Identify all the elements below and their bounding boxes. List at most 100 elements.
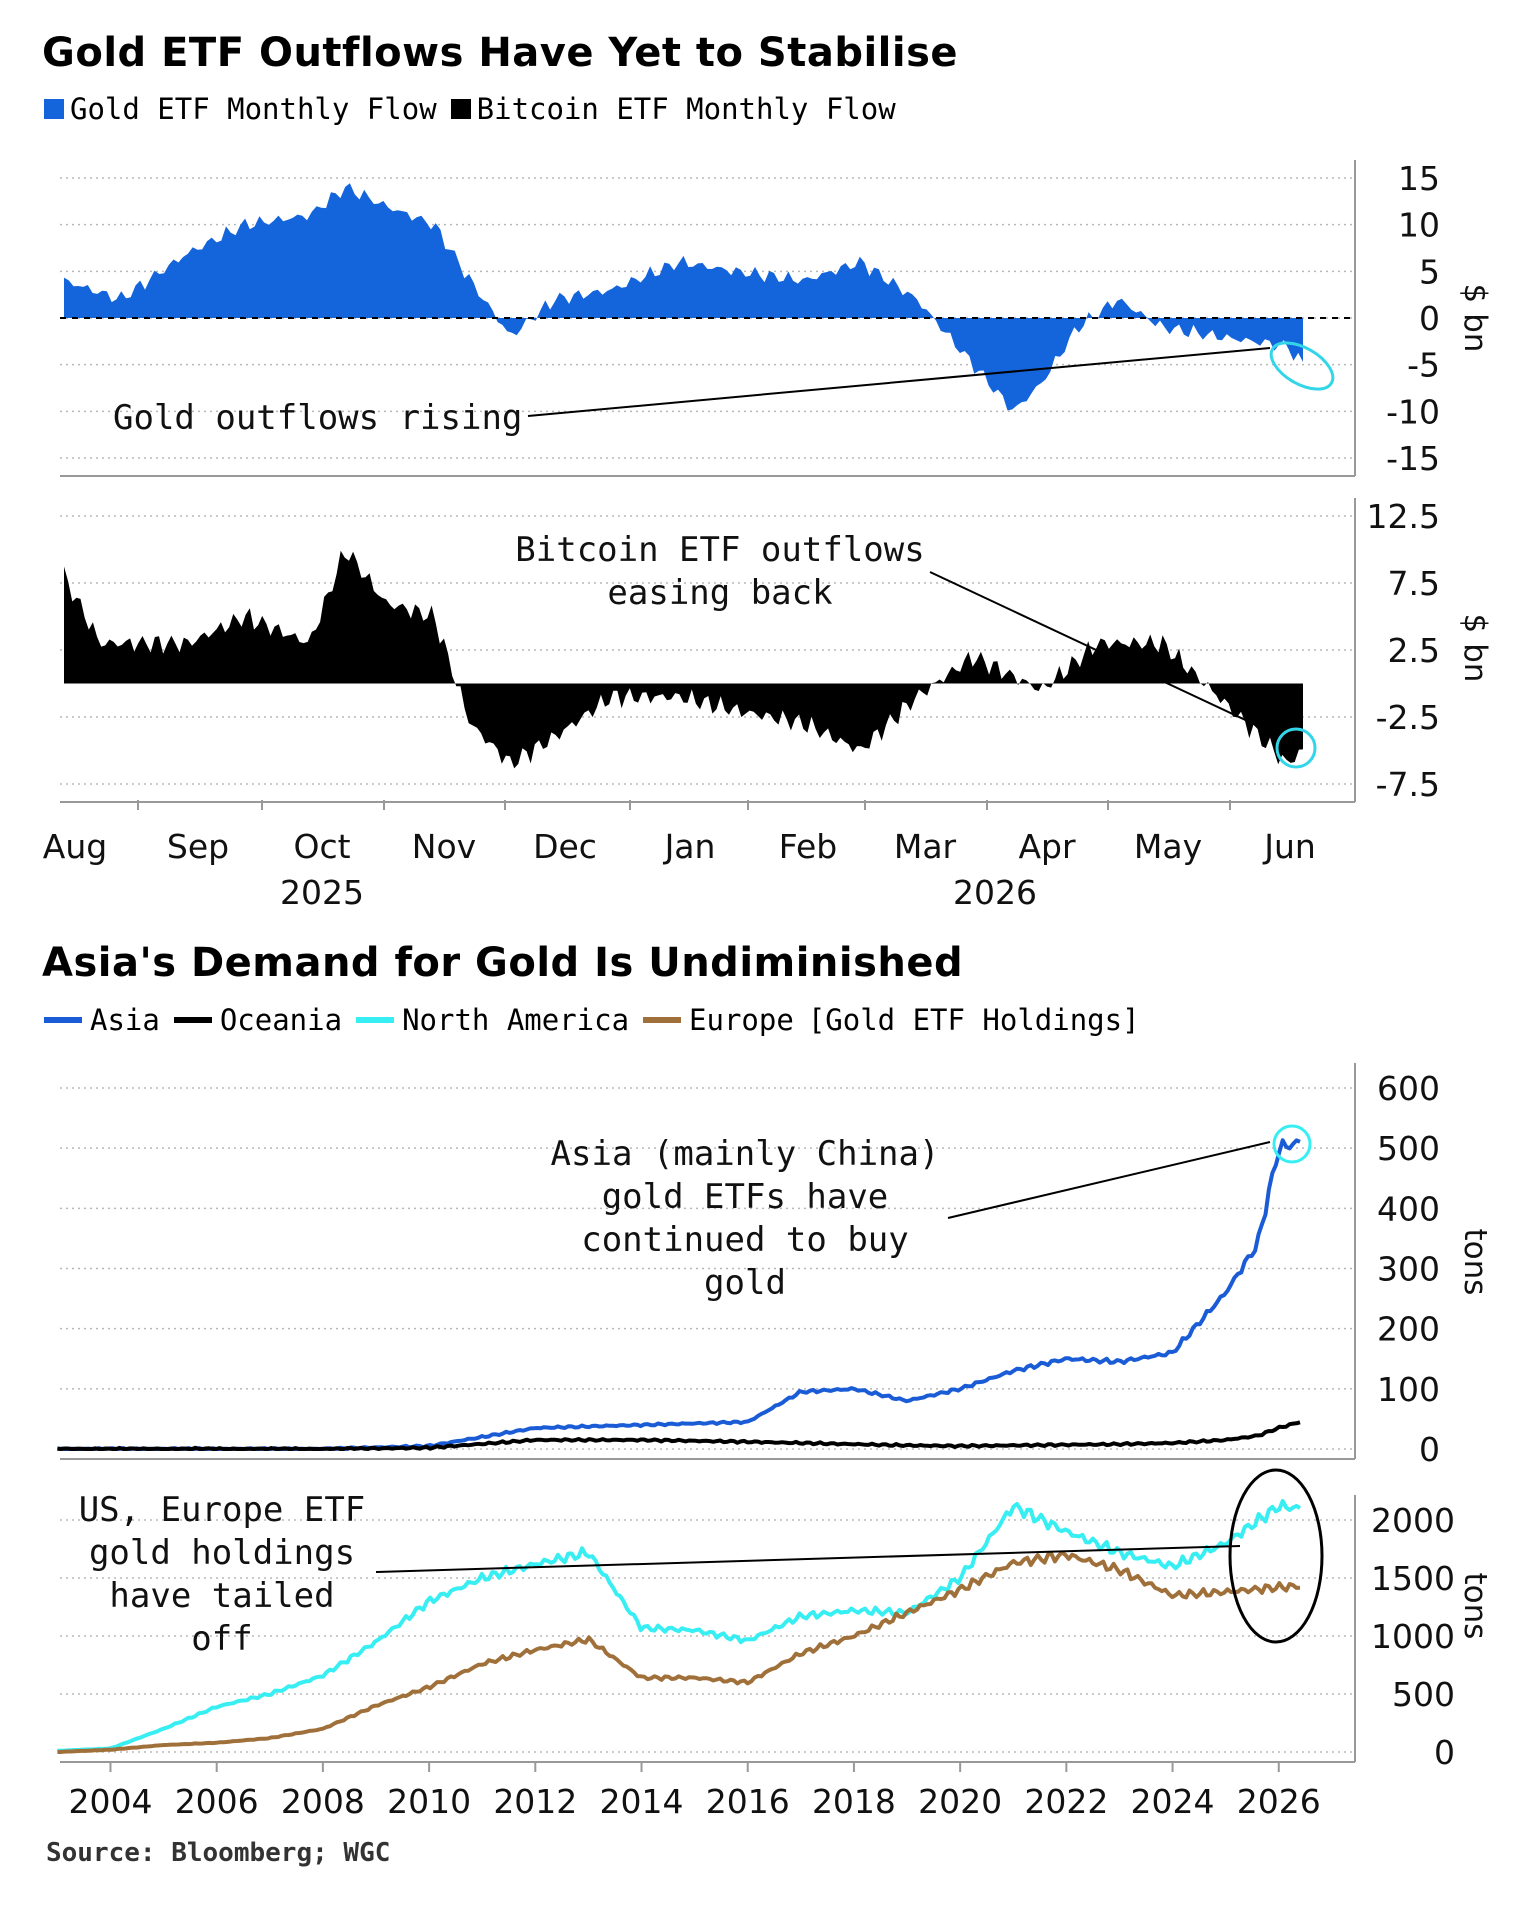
bitcoin-flow-area — [64, 550, 1303, 769]
us-europe-holdings-ytick: 1000 — [1371, 1617, 1455, 1656]
asia-annotation-line2: gold ETFs have — [602, 1177, 889, 1217]
us-europe-annotation-line2: gold holdings — [89, 1533, 355, 1573]
year-tick-2022: 2022 — [1024, 1782, 1108, 1821]
legend-item-asia: Asia — [44, 1003, 160, 1037]
legend-item-bitcoin: Bitcoin ETF Monthly Flow — [450, 92, 896, 126]
bitcoin-flow-ytick: -7.5 — [1376, 765, 1440, 804]
month-tick-aug: Aug — [43, 827, 107, 866]
us-europe-annotation-line3: have tailed — [109, 1576, 334, 1616]
gold-flow-ytick: -10 — [1386, 392, 1440, 431]
asia-highlight-circle — [1272, 1124, 1312, 1164]
year-label-2025: 2025 — [280, 873, 364, 912]
legend-bitcoin-label: Bitcoin ETF Monthly Flow — [476, 92, 896, 126]
asia-holdings-ytick: 300 — [1377, 1250, 1440, 1289]
legend-asia-label: Asia — [90, 1003, 160, 1037]
bitcoin-annotation-leader — [929, 571, 1289, 741]
gold-flow-ytick: 0 — [1419, 299, 1440, 338]
bitcoin-annotation-line2: easing back — [607, 573, 832, 613]
us-europe-annotation-line1: US, Europe ETF — [79, 1490, 366, 1530]
chart1-legend: Gold ETF Monthly Flow Bitcoin ETF Monthl… — [44, 92, 910, 126]
year-tick-2018: 2018 — [812, 1782, 896, 1821]
chart2-title: Asia's Demand for Gold Is Undiminished — [42, 940, 964, 986]
legend-europe-label: Europe — [689, 1003, 794, 1037]
year-tick-2020: 2020 — [918, 1782, 1002, 1821]
asia-annotation-leader — [947, 1141, 1271, 1219]
gold-flow-ytick: 10 — [1398, 206, 1440, 245]
month-tick-mar: Mar — [894, 827, 957, 866]
us-europe-y-unit: tons — [1457, 1573, 1493, 1640]
asia-holdings-ytick: 0 — [1419, 1430, 1440, 1469]
month-tick-may: May — [1134, 827, 1202, 866]
bitcoin-annotation-line1: Bitcoin ETF outflows — [515, 530, 924, 570]
bitcoin-flow-ytick: 12.5 — [1367, 497, 1440, 536]
bitcoin-swatch — [450, 99, 471, 119]
year-tick-2012: 2012 — [493, 1782, 577, 1821]
us-europe-holdings-line-north-america — [57, 1499, 1302, 1753]
legend-item-gold: Gold ETF Monthly Flow — [44, 92, 437, 126]
chart1-title: Gold ETF Outflows Have Yet to Stabilise — [42, 30, 959, 76]
us-europe-holdings-ytick: 500 — [1392, 1675, 1455, 1714]
bitcoin-flow-ytick: -2.5 — [1376, 698, 1440, 737]
gold-annotation-leader — [527, 347, 1271, 417]
gold-flow-ytick: 15 — [1398, 159, 1440, 198]
north-america-swatch — [356, 1017, 395, 1023]
month-tick-jun: Jun — [1262, 827, 1316, 866]
month-tick-oct: Oct — [293, 827, 350, 866]
oceania-swatch — [173, 1017, 212, 1023]
asia-annotation-line1: Asia (mainly China) — [551, 1134, 940, 1174]
bitcoin-flow-ytick: 7.5 — [1388, 564, 1440, 603]
asia-holdings-ytick: 400 — [1377, 1189, 1440, 1228]
bitcoin-y-unit: $ bn — [1457, 614, 1493, 683]
source-note: Source: Bloomberg; WGC — [46, 1838, 391, 1868]
year-label-2026: 2026 — [953, 873, 1037, 912]
asia-holdings-ytick: 500 — [1377, 1129, 1440, 1168]
bitcoin-flow-ytick: 2.5 — [1388, 631, 1440, 670]
year-tick-2004: 2004 — [68, 1782, 152, 1821]
gold-y-unit: $ bn — [1457, 284, 1493, 353]
us-europe-holdings-ytick: 0 — [1434, 1733, 1455, 1772]
year-tick-2026: 2026 — [1237, 1782, 1321, 1821]
month-tick-jan: Jan — [663, 827, 716, 866]
month-tick-feb: Feb — [779, 827, 837, 866]
us-europe-holdings-line-europe — [57, 1550, 1301, 1754]
month-tick-dec: Dec — [533, 827, 597, 866]
legend-item-oceania: Oceania — [173, 1003, 343, 1037]
us-europe-annotation-leader — [375, 1545, 1241, 1573]
us-europe-holdings-ytick: 1500 — [1371, 1559, 1455, 1598]
month-tick-sep: Sep — [167, 827, 229, 866]
europe-swatch — [643, 1017, 682, 1023]
us-europe-holdings-ytick: 2000 — [1371, 1501, 1455, 1540]
year-tick-2010: 2010 — [387, 1782, 471, 1821]
asia-swatch — [44, 1017, 82, 1023]
gold-flow-ytick: 5 — [1419, 252, 1440, 291]
asia-y-unit: tons — [1457, 1229, 1493, 1296]
gold-annotation: Gold outflows rising — [113, 398, 522, 438]
asia-holdings-ytick: 100 — [1377, 1370, 1440, 1409]
bitcoin-highlight-circle — [1275, 727, 1317, 769]
legend-oceania-label: Oceania — [219, 1003, 343, 1037]
legend-item-north-america: North America — [356, 1003, 629, 1037]
asia-annotation-line3: continued to buy — [581, 1220, 909, 1260]
gold-highlight-circle — [1269, 341, 1335, 391]
legend-north-america-label: North America — [402, 1003, 630, 1037]
year-tick-2008: 2008 — [281, 1782, 365, 1821]
month-tick-nov: Nov — [412, 827, 476, 866]
year-tick-2016: 2016 — [706, 1782, 790, 1821]
legend-gold-label: Gold ETF Monthly Flow — [70, 92, 437, 126]
gold-flow-ytick: -15 — [1386, 439, 1440, 478]
gold-flow-ytick: -5 — [1407, 346, 1440, 385]
year-tick-2006: 2006 — [175, 1782, 259, 1821]
legend-item-europe: Europe [Gold ETF Holdings] — [643, 1003, 1140, 1037]
chart2-legend: Asia Oceania North America Europe [Gold … — [44, 1003, 1154, 1037]
asia-annotation-line4: gold — [704, 1263, 786, 1303]
gold-swatch — [44, 99, 64, 119]
us-europe-highlight-ellipse — [1228, 1468, 1324, 1644]
asia-holdings-ytick: 600 — [1377, 1069, 1440, 1108]
asia-holdings-ytick: 200 — [1377, 1310, 1440, 1349]
month-tick-apr: Apr — [1018, 827, 1076, 866]
year-tick-2014: 2014 — [600, 1782, 684, 1821]
us-europe-annotation-line4: off — [191, 1619, 252, 1659]
gold-flow-area — [64, 183, 1303, 411]
legend-suffix: [Gold ETF Holdings] — [807, 1003, 1140, 1037]
